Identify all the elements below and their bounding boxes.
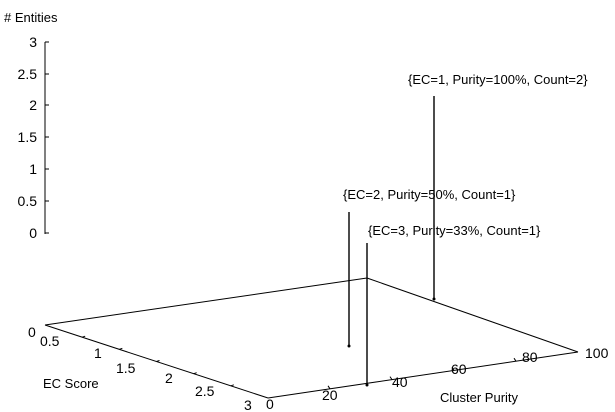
y-tick-mark: [513, 357, 517, 362]
z-tick-labels: 3 2.5 2 1.5 1 0.5 0: [18, 34, 49, 241]
stem-base-point: [365, 383, 369, 387]
point-annotation: {EC=1, Purity=100%, Count=2}: [408, 72, 588, 87]
z-tick-label: 1.5: [18, 129, 38, 145]
y-axis-title: Cluster Purity: [440, 390, 519, 405]
y-tick-label: 60: [451, 361, 467, 377]
x-tick-label: 3: [244, 397, 252, 412]
y-tick-mark: [327, 385, 331, 390]
floor-front-right-edge: [267, 351, 579, 399]
x-axis-title: EC Score: [43, 376, 99, 391]
y-tick-label: 0: [266, 396, 274, 412]
stem-base-point: [432, 297, 436, 301]
x-tick-mark: [82, 335, 86, 338]
y-tick-label: 20: [322, 387, 338, 403]
z-tick-label: 2: [29, 97, 37, 113]
floor-right-edge: [366, 277, 579, 353]
x-tick-label: 1: [94, 345, 102, 361]
z-tick-label: 0: [29, 225, 37, 241]
floor-plane: [44, 277, 579, 399]
stem-base-point: [347, 344, 351, 348]
x-tick-mark: [156, 360, 160, 362]
floor-z-label: 0: [28, 324, 36, 340]
point-annotation: {EC=2, Purity=50%, Count=1}: [343, 187, 516, 202]
x-tick-label: 0.5: [40, 333, 60, 349]
x-tick-label: 2.5: [195, 383, 215, 399]
y-tick-label: 100: [585, 345, 609, 361]
stems: {EC=1, Purity=100%, Count=2} {EC=2, Purit…: [343, 72, 588, 387]
x-tick-mark: [193, 372, 197, 375]
x-tick-mark: [119, 347, 123, 350]
y-tick-labels: 0 20 40 60 80 100: [266, 345, 609, 412]
x-tick-label: 2: [165, 370, 173, 386]
y-tick-mark: [451, 367, 455, 371]
x-tick-labels: 0.5 1 1.5 2 2.5 3: [40, 333, 252, 412]
x-tick-label: 1.5: [116, 360, 136, 376]
y-tick-label: 80: [522, 349, 538, 365]
floor-back-edge: [44, 277, 368, 326]
z-tick-label: 0.5: [18, 193, 38, 209]
y-tick-mark: [389, 376, 393, 380]
z-tick-label: 3: [29, 34, 37, 50]
z-tick-label: 1: [29, 161, 37, 177]
z-axis-title: # Entities: [4, 10, 58, 25]
x-tick-mark: [230, 384, 234, 387]
z-tick-label: 2.5: [18, 66, 38, 82]
y-tick-label: 40: [392, 374, 408, 390]
point-annotation: {EC=3, Purity=33%, Count=1}: [368, 223, 541, 238]
